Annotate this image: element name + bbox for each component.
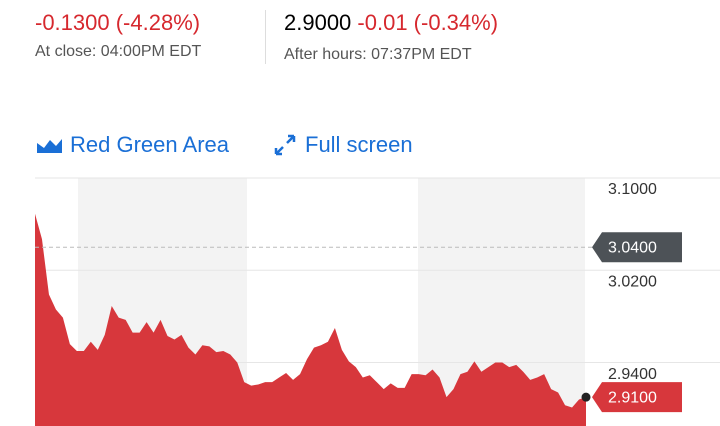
- change: -0.1300 (-4.28%): [35, 10, 201, 35]
- y-tick-label: 3.0200: [608, 273, 657, 290]
- fullscreen-icon: [274, 134, 296, 156]
- y-tick-label: 2.9400: [608, 366, 657, 383]
- after-change: -0.01 (-0.34%): [357, 10, 499, 35]
- area: [35, 213, 586, 426]
- close-label: At close: 04:00PM EDT: [35, 43, 202, 60]
- after-quote: 2.9000 -0.01 (-0.34%): [284, 10, 498, 36]
- last-tag: [592, 382, 682, 413]
- chart-type-button[interactable]: Red Green Area: [70, 132, 229, 157]
- after-label: After hours: 07:37PM EDT: [284, 46, 472, 63]
- reference-tag: [592, 232, 682, 263]
- y-tick-label: 3.1000: [608, 181, 657, 198]
- after-price: 2.9000: [284, 10, 352, 35]
- reference-label: 3.0400: [608, 239, 657, 256]
- separator: [265, 10, 266, 64]
- last-dot: [581, 392, 591, 402]
- last-label: 2.9100: [608, 389, 657, 406]
- fullscreen-button[interactable]: Full screen: [305, 132, 413, 157]
- area-icon: [37, 139, 62, 153]
